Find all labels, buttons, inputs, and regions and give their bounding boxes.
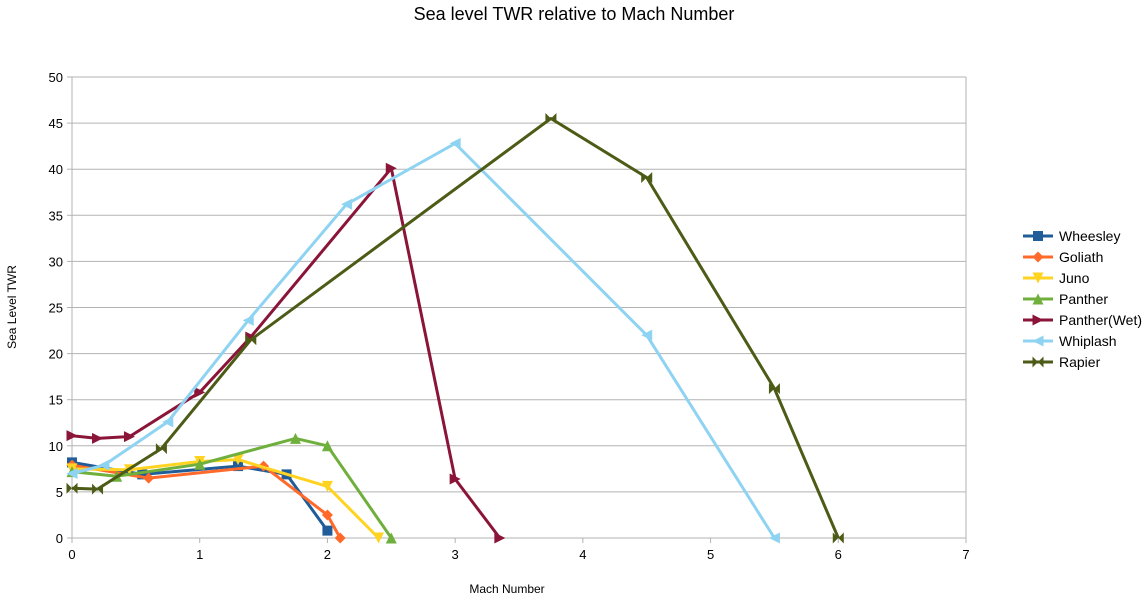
legend-label-rapier: Rapier (1059, 354, 1101, 370)
data-point-whiplash (66, 467, 78, 479)
legend-marker-rapier (1032, 356, 1044, 368)
data-point-goliath (143, 472, 155, 484)
legend-marker-juno (1032, 272, 1044, 284)
y-tick-label: 40 (49, 162, 63, 177)
x-axis-label: Mach Number (469, 582, 545, 596)
x-tick-label: 0 (68, 547, 75, 562)
data-point-panther (321, 440, 333, 452)
series-line-panther-wet (71, 166, 501, 539)
data-point-panther-wet (449, 473, 461, 485)
data-point-panther-wet (494, 532, 506, 544)
x-tick-label: 2 (324, 547, 331, 562)
data-point-panther (385, 532, 397, 544)
data-point-goliath (321, 509, 333, 521)
data-point-rapier (92, 483, 104, 495)
legend-label-goliath: Goliath (1059, 249, 1103, 265)
x-tick-label: 6 (835, 547, 842, 562)
data-point-wheesley (233, 461, 244, 472)
y-tick-label: 10 (49, 439, 63, 454)
y-tick-label: 0 (56, 531, 63, 546)
data-point-panther-wet (194, 386, 206, 398)
data-point-wheesley (137, 469, 148, 480)
legend-label-juno: Juno (1059, 270, 1090, 286)
data-point-rapier (155, 443, 167, 455)
y-tick-label: 35 (49, 208, 63, 223)
legend-marker-whiplash (1032, 335, 1044, 347)
data-point-panther-wet (385, 162, 397, 174)
series-line-rapier (71, 117, 840, 539)
x-tick-label: 7 (962, 547, 969, 562)
data-point-panther (194, 458, 206, 470)
data-point-panther-wet (123, 431, 135, 443)
chart-title: Sea level TWR relative to Mach Number (413, 4, 735, 24)
x-tick-label: 4 (579, 547, 586, 562)
legend-label-panther-wet: Panther(Wet) (1059, 312, 1142, 328)
y-tick-label: 50 (49, 70, 63, 85)
data-point-panther-wet (92, 432, 104, 444)
data-point-whiplash (98, 459, 110, 471)
data-point-whiplash (162, 416, 174, 428)
series-line-whiplash (71, 141, 776, 539)
data-point-whiplash (449, 137, 461, 149)
data-point-whiplash (641, 329, 653, 341)
data-point-panther-wet (66, 430, 78, 442)
data-point-juno (232, 454, 244, 466)
data-point-rapier (66, 482, 78, 494)
data-point-wheesley (322, 525, 333, 536)
legend-marker-wheesley (1033, 231, 1043, 241)
legend-label-panther: Panther (1059, 291, 1108, 307)
data-point-rapier (545, 112, 557, 124)
data-point-rapier (245, 334, 257, 346)
y-tick-label: 5 (56, 485, 63, 500)
data-point-rapier (768, 383, 780, 395)
x-tick-label: 3 (452, 547, 459, 562)
data-point-whiplash (341, 198, 353, 210)
y-tick-label: 25 (49, 301, 63, 316)
x-tick-label: 5 (707, 547, 714, 562)
data-point-whiplash (768, 532, 780, 544)
data-point-juno (373, 532, 385, 544)
data-point-whiplash (242, 314, 254, 326)
legend-marker-panther-wet (1032, 314, 1044, 326)
y-tick-label: 15 (49, 393, 63, 408)
y-tick-label: 30 (49, 254, 63, 269)
legend-label-wheesley: Wheesley (1059, 228, 1120, 244)
data-point-panther (290, 432, 301, 444)
series-line-panther (71, 436, 393, 539)
legend-label-whiplash: Whiplash (1059, 333, 1117, 349)
data-point-goliath (334, 532, 346, 544)
data-point-rapier (641, 171, 653, 183)
y-tick-label: 45 (49, 116, 63, 131)
legend-marker-panther (1032, 293, 1044, 305)
x-tick-label: 1 (196, 547, 203, 562)
y-tick-label: 20 (49, 347, 63, 362)
legend-marker-goliath (1032, 251, 1044, 263)
data-point-juno (321, 480, 333, 492)
data-point-rapier (832, 532, 844, 544)
